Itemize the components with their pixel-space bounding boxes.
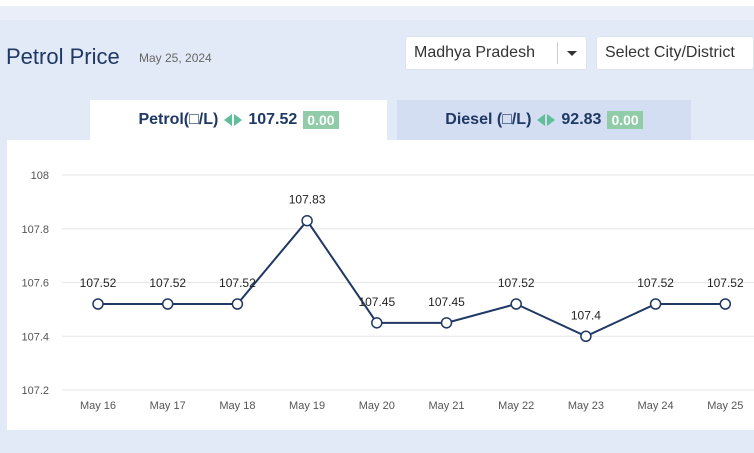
top-strip: [0, 0, 754, 6]
x-tick-label: May 18: [219, 400, 255, 412]
page-title: Petrol Price: [6, 44, 120, 69]
data-point: [371, 317, 383, 329]
petrol-change-badge: 0.00: [303, 111, 339, 129]
data-label: 107.4: [571, 308, 601, 322]
data-point: [719, 298, 732, 310]
data-point: [301, 214, 313, 227]
data-label: 107.52: [149, 276, 186, 290]
data-point: [580, 330, 592, 342]
chart-area: 108 107.8 107.6 107.4 107.2 107.52 May 16 107.5…: [7, 140, 754, 430]
series-line: [98, 219, 726, 338]
data-label: 107.52: [707, 276, 744, 290]
caret-down-icon: [567, 50, 577, 56]
data-point: [440, 317, 453, 329]
x-tick-label: May 22: [498, 400, 534, 412]
data-label: 107.52: [80, 276, 117, 290]
x-tick-label: May 19: [289, 400, 325, 412]
state-select[interactable]: Madhya Pradesh: [405, 36, 587, 70]
diesel-change-badge: 0.00: [607, 111, 643, 129]
y-tick-label: 107.6: [21, 278, 49, 290]
data-label: 107.52: [498, 276, 535, 290]
x-tick-label: May 16: [80, 400, 116, 412]
price-line-chart: 108 107.8 107.6 107.4 107.2 107.52 May 16 107.5…: [21, 170, 754, 412]
y-tick-label: 107.8: [21, 224, 49, 236]
price-date: May 25, 2024: [139, 51, 212, 65]
data-point: [649, 298, 662, 310]
data-point: [161, 298, 174, 310]
city-select[interactable]: Select City/District: [596, 36, 754, 70]
tab-diesel-label: Diesel (□/L): [445, 111, 532, 128]
state-dropdown-toggle[interactable]: [557, 42, 586, 64]
data-label: 107.45: [428, 295, 465, 309]
x-tick-label: May 24: [638, 400, 674, 412]
data-point: [92, 298, 104, 310]
tab-petrol[interactable]: Petrol(□/L) 107.52 0.00: [90, 100, 387, 140]
data-label: 107.83: [289, 193, 326, 207]
petrol-price: 107.52: [248, 111, 298, 128]
state-select-value: Madhya Pradesh: [414, 44, 535, 61]
y-tick-label: 107.4: [21, 331, 49, 343]
change-arrows-icon: [224, 114, 243, 126]
city-select-value: Select City/District: [605, 44, 735, 61]
data-label: 107.52: [637, 276, 674, 290]
data-point: [510, 298, 522, 310]
data-label: 107.52: [219, 276, 256, 290]
change-arrows-icon: [537, 114, 556, 126]
tab-diesel[interactable]: Diesel (□/L) 92.83 0.00: [397, 100, 691, 140]
x-tick-label: May 25: [707, 400, 743, 412]
data-label: 107.45: [358, 295, 395, 309]
tab-petrol-label: Petrol(□/L): [138, 111, 219, 128]
x-tick-label: May 17: [150, 400, 186, 412]
y-tick-label: 107.2: [21, 385, 49, 397]
x-tick-label: May 23: [568, 400, 604, 412]
diesel-price: 92.83: [561, 111, 602, 128]
y-tick-label: 108: [31, 170, 49, 182]
x-tick-label: May 20: [359, 400, 395, 412]
data-point: [231, 298, 244, 310]
x-tick-label: May 21: [428, 400, 464, 412]
